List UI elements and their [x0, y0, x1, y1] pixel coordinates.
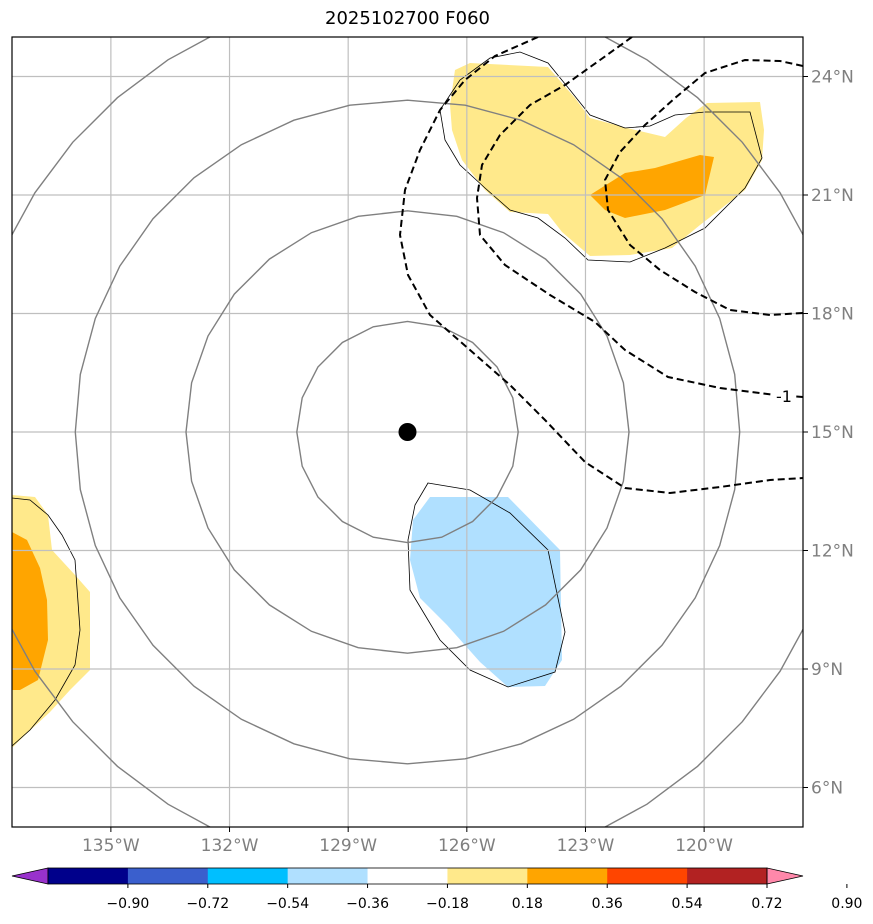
colorbar-bin-6 [527, 868, 608, 884]
dashed-contour-3 [603, 58, 803, 317]
lon-label-1: 132°W [201, 836, 259, 856]
contour-label: -1 [776, 387, 792, 406]
colorbar-label-6: 0.36 [592, 896, 623, 912]
negative-anomaly-s [410, 497, 562, 687]
colorbar-label-9: 0.90 [831, 896, 862, 912]
colorbar: −0.90 −0.72 −0.54 −0.36 −0.18 0.18 0.36 0.54 0.7… [11, 867, 862, 912]
colorbar-bin-2 [207, 868, 289, 884]
lon-label-5: 120°W [675, 836, 733, 856]
colorbar-bin-5 [447, 868, 528, 884]
anomaly-outline-s [407, 482, 566, 688]
dashed-contour-layer [398, 37, 803, 495]
colorbar-label-0: −0.90 [106, 896, 149, 912]
dashed-contour-2 [475, 37, 803, 398]
colorbar-label-3: −0.36 [346, 896, 389, 912]
lon-label-0: 135°W [82, 836, 140, 856]
range-ring-0 [296, 320, 519, 544]
anomaly-outline-w [12, 497, 81, 747]
colorbar-bin-8 [687, 868, 768, 884]
colorbar-extend-max [766, 867, 804, 885]
lat-label-2: 12°N [811, 542, 854, 562]
lat-label-4: 18°N [811, 305, 854, 325]
longitude-labels: 135°W 132°W 129°W 126°W 123°W 120°W [82, 827, 733, 856]
positive-anomaly-ne-strong [590, 155, 714, 218]
lat-label-5: 21°N [811, 186, 854, 206]
colorbar-label-2: −0.54 [266, 896, 309, 912]
positive-anomaly-ne-weak [450, 63, 764, 256]
map-title: 2025102700 F060 [325, 8, 490, 29]
lat-label-3: 15°N [811, 423, 854, 443]
range-rings [12, 37, 803, 827]
colorbar-label-7: 0.54 [672, 896, 703, 912]
lon-label-2: 129°W [319, 836, 377, 856]
colorbar-bin-4 [367, 868, 448, 884]
latitude-labels: 6°N 9°N 12°N 15°N 18°N 21°N 24°N [803, 68, 854, 799]
colorbar-extend-min [11, 867, 49, 885]
lat-label-1: 9°N [811, 660, 843, 680]
lat-label-6: 24°N [811, 68, 854, 88]
lon-label-3: 126°W [438, 836, 496, 856]
colorbar-label-8: 0.72 [751, 896, 782, 912]
colorbar-label-4: −0.18 [426, 896, 469, 912]
positive-anomaly-w-strong [12, 532, 48, 690]
anomaly-outline-ne [439, 51, 763, 263]
colorbar-label-5: 0.18 [512, 896, 543, 912]
gridlines [12, 37, 803, 827]
colorbar-bin-7 [607, 868, 688, 884]
colorbar-bin-0 [48, 868, 129, 884]
lat-label-0: 6°N [811, 779, 843, 799]
storm-center-marker [398, 423, 417, 441]
colorbar-frame [47, 867, 768, 885]
lon-label-4: 123°W [557, 836, 615, 856]
range-ring-2 [74, 99, 741, 765]
range-ring-1 [185, 210, 630, 654]
colorbar-bin-1 [127, 868, 209, 884]
colorbar-label-1: −0.72 [186, 896, 229, 912]
range-ring-3 [12, 37, 803, 827]
contour-label-bg [774, 386, 794, 406]
colorbar-bin-3 [287, 868, 369, 884]
shaded-field-layer [12, 51, 764, 748]
